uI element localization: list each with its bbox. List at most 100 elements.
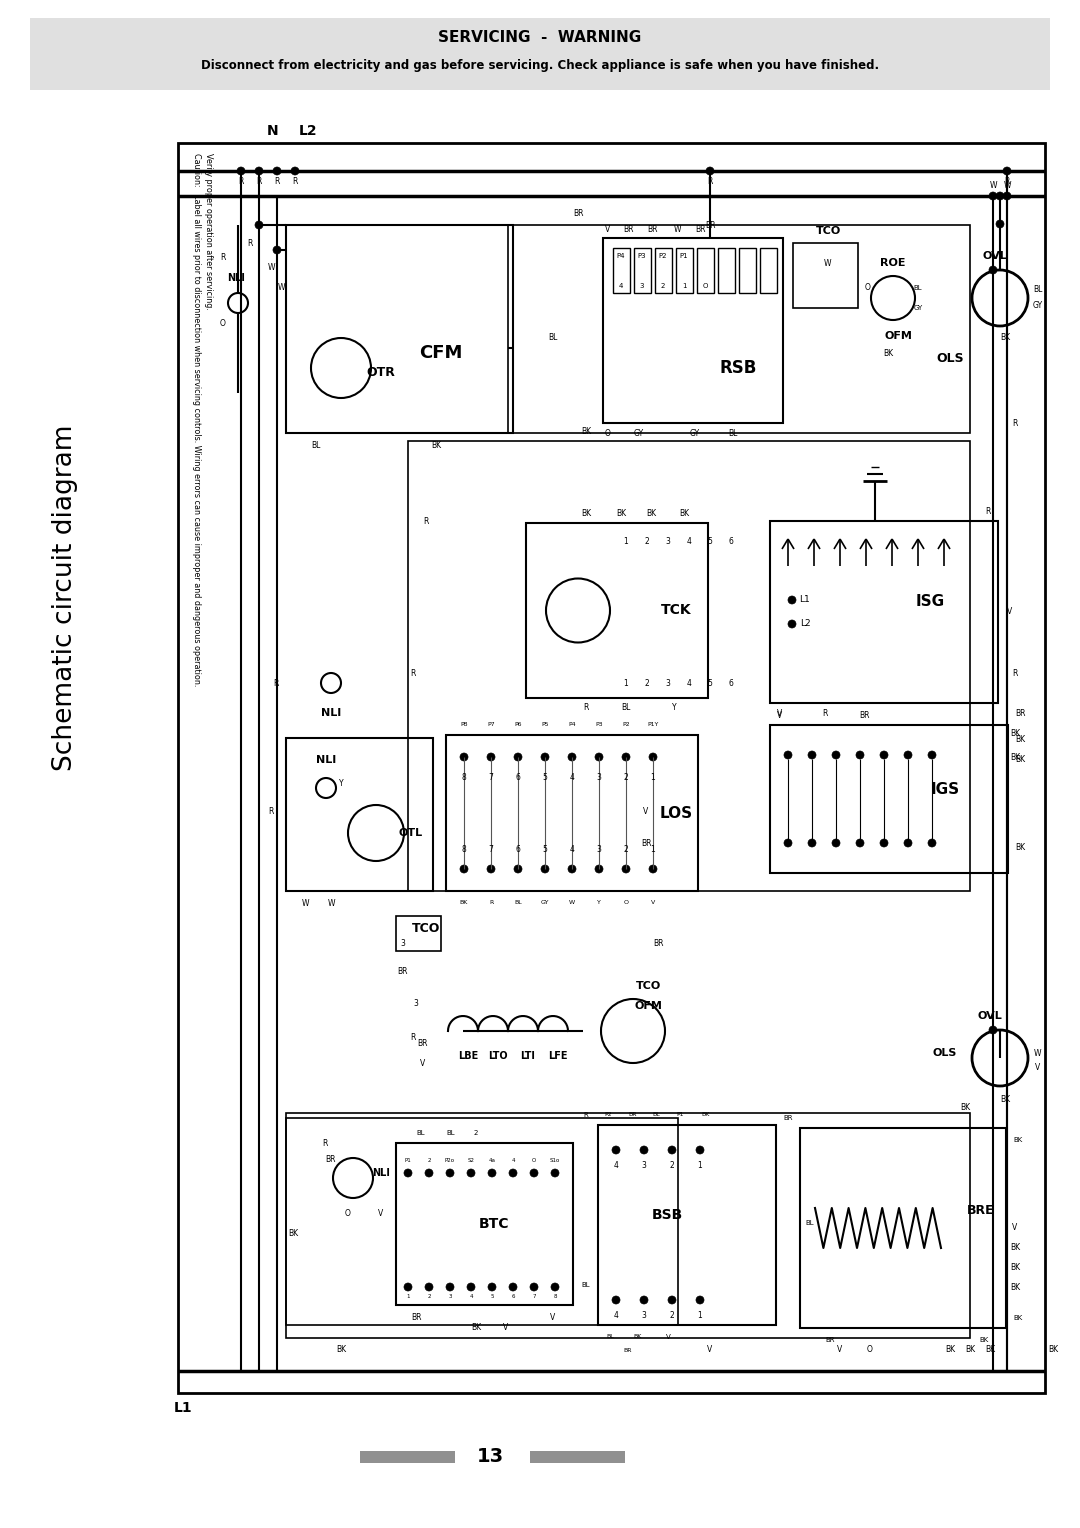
Bar <box>793 243 858 309</box>
Text: BK: BK <box>1015 843 1025 853</box>
Circle shape <box>832 750 840 759</box>
Bar <box>654 248 672 293</box>
Circle shape <box>1003 167 1011 176</box>
Text: W: W <box>673 226 680 234</box>
Text: Y: Y <box>672 703 676 712</box>
Text: BK: BK <box>960 1103 970 1112</box>
Circle shape <box>568 865 576 872</box>
Circle shape <box>446 1284 454 1291</box>
Text: S1o: S1o <box>550 1158 561 1163</box>
Text: BL: BL <box>417 1131 426 1135</box>
Text: V: V <box>651 900 656 906</box>
Text: R: R <box>583 703 589 712</box>
Text: 5: 5 <box>542 773 548 781</box>
Text: V: V <box>503 1323 509 1332</box>
Text: BL: BL <box>652 1112 660 1117</box>
Text: P1: P1 <box>405 1158 411 1163</box>
Text: 1: 1 <box>698 1311 702 1320</box>
Bar <box>396 1143 573 1305</box>
Text: O: O <box>865 284 870 292</box>
Text: 3: 3 <box>448 1294 451 1299</box>
Text: O: O <box>531 1158 536 1163</box>
Text: BL: BL <box>1034 286 1042 295</box>
Circle shape <box>669 1146 676 1154</box>
Circle shape <box>460 753 468 761</box>
Circle shape <box>696 1296 704 1303</box>
Bar <box>286 1118 678 1325</box>
Text: O: O <box>346 1209 351 1218</box>
Circle shape <box>551 1284 559 1291</box>
Circle shape <box>460 865 468 872</box>
Text: 1: 1 <box>650 845 656 854</box>
Circle shape <box>237 167 245 176</box>
Text: BR: BR <box>783 1115 793 1122</box>
Circle shape <box>928 839 936 847</box>
Text: BR: BR <box>624 1348 632 1352</box>
Text: O: O <box>867 1346 873 1354</box>
Text: V: V <box>644 807 649 816</box>
Circle shape <box>788 620 796 628</box>
Circle shape <box>551 1169 559 1177</box>
Text: BR: BR <box>648 226 658 234</box>
Text: 5: 5 <box>542 845 548 854</box>
Text: 4: 4 <box>687 678 691 688</box>
Text: R: R <box>1004 177 1010 185</box>
Circle shape <box>487 865 495 872</box>
Text: O: O <box>605 428 611 437</box>
Text: BK: BK <box>1000 1096 1010 1105</box>
Circle shape <box>649 753 657 761</box>
Text: V: V <box>378 1209 383 1218</box>
Text: O: O <box>702 283 707 289</box>
Text: LFE: LFE <box>549 1051 568 1060</box>
Text: BR: BR <box>397 967 408 975</box>
Text: TCO: TCO <box>635 981 661 992</box>
Text: 3: 3 <box>642 1160 647 1169</box>
Text: 3: 3 <box>401 938 405 947</box>
Circle shape <box>530 1284 538 1291</box>
Bar <box>676 248 693 293</box>
Text: 4: 4 <box>469 1294 473 1299</box>
Circle shape <box>467 1284 475 1291</box>
Text: 3: 3 <box>596 773 602 781</box>
Text: 8: 8 <box>461 773 467 781</box>
Text: BL: BL <box>806 1219 814 1225</box>
Bar <box>770 724 1008 872</box>
Text: BK: BK <box>431 440 441 449</box>
Text: 1: 1 <box>406 1294 409 1299</box>
Text: BRE: BRE <box>968 1204 995 1216</box>
Circle shape <box>612 1146 620 1154</box>
Text: V: V <box>551 1313 555 1322</box>
Text: W: W <box>267 263 274 272</box>
Text: BK: BK <box>1010 753 1021 762</box>
Circle shape <box>928 750 936 759</box>
Text: BK: BK <box>460 900 469 906</box>
Text: P3: P3 <box>637 254 646 260</box>
Text: NLI: NLI <box>373 1167 390 1178</box>
Text: O: O <box>623 900 629 906</box>
Text: 4a: 4a <box>488 1158 496 1163</box>
Circle shape <box>784 839 792 847</box>
Text: 1: 1 <box>681 283 686 289</box>
Text: 1: 1 <box>650 773 656 781</box>
Text: 4: 4 <box>613 1311 619 1320</box>
Text: BR: BR <box>624 226 634 234</box>
Bar <box>800 1128 1005 1328</box>
Text: 2: 2 <box>428 1158 431 1163</box>
Text: BR: BR <box>410 1313 421 1322</box>
Text: 5: 5 <box>707 536 713 545</box>
Text: P1Y: P1Y <box>647 723 659 727</box>
Text: P2o: P2o <box>445 1158 455 1163</box>
Text: V: V <box>665 1334 671 1340</box>
Bar <box>603 238 783 423</box>
Text: P3: P3 <box>595 723 603 727</box>
Text: BK: BK <box>336 1346 346 1354</box>
Circle shape <box>989 1025 997 1034</box>
Text: R: R <box>274 177 280 185</box>
Text: L2: L2 <box>799 619 810 628</box>
Text: BK: BK <box>679 509 689 518</box>
Text: BR: BR <box>326 1155 336 1164</box>
Text: R: R <box>322 1138 327 1148</box>
Text: 5: 5 <box>707 678 713 688</box>
Text: OFM: OFM <box>634 1001 662 1012</box>
Text: BL: BL <box>728 428 738 437</box>
